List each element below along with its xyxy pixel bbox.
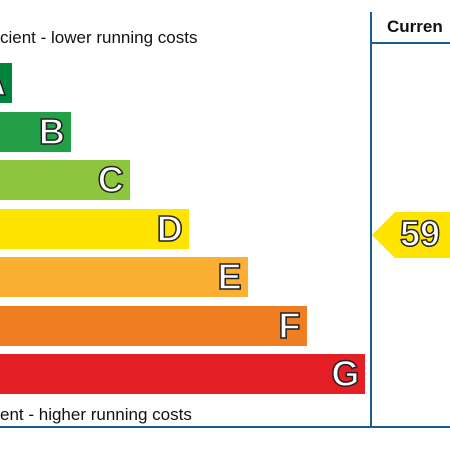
- top-caption: cient - lower running costs: [0, 28, 198, 47]
- rating-letter-d: D: [156, 207, 184, 249]
- rating-letter-b: B: [38, 110, 66, 152]
- rating-letter-g: G: [331, 353, 361, 394]
- rating-bar-g: G: [0, 353, 366, 394]
- current-rating-value: 59: [399, 213, 441, 254]
- chart-bottom-border: [0, 426, 450, 428]
- rating-bar-a: A: [0, 63, 12, 103]
- current-column-divider: [370, 12, 372, 428]
- rating-letter-f: F: [278, 304, 302, 346]
- current-rating-arrow-shape: [372, 212, 450, 258]
- current-header-divider: [372, 42, 450, 44]
- rating-letter-a: A: [0, 64, 12, 102]
- rating-bar-f: F: [0, 304, 307, 346]
- rating-bar-d: D: [0, 207, 189, 249]
- rating-bar-c: C: [0, 160, 130, 200]
- current-rating-arrow: [372, 212, 450, 258]
- rating-letter-c: C: [97, 159, 125, 200]
- current-column-header: Curren: [387, 17, 443, 36]
- rating-bar-b: B: [0, 110, 71, 152]
- rating-bar-e: E: [0, 257, 248, 297]
- bottom-caption: ent - higher running costs: [0, 405, 192, 424]
- rating-letter-e: E: [217, 256, 243, 297]
